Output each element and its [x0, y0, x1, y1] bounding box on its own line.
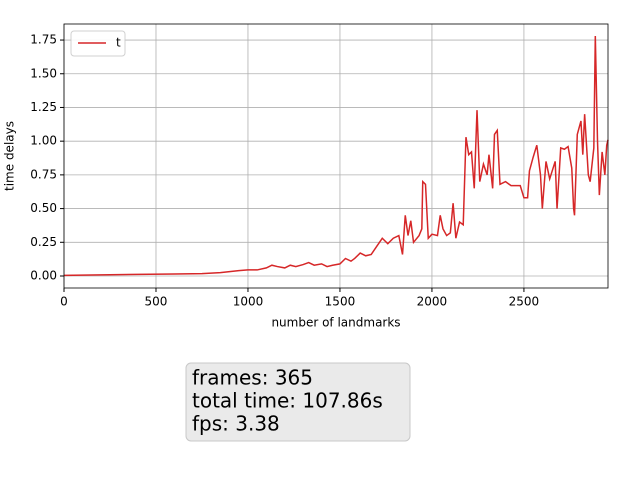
plot-frame	[63, 23, 609, 289]
y-tick-label: 1.00	[30, 134, 57, 148]
data-line	[63, 35, 609, 277]
legend-label: t	[116, 36, 121, 50]
y-tick-label: 1.50	[30, 66, 57, 80]
y-tick-label: 0.25	[30, 235, 57, 249]
y-axis-label: time delays	[3, 121, 17, 191]
info-text: frames: 365	[192, 366, 313, 390]
y-tick-label: 0.50	[30, 201, 57, 215]
y-tick-label: 0.00	[30, 269, 57, 283]
x-tick-label: 1500	[325, 295, 356, 309]
x-tick-label: 0	[60, 295, 68, 309]
x-tick-label: 2000	[417, 295, 448, 309]
x-axis-label: number of landmarks	[271, 316, 400, 330]
info-text: fps: 3.38	[192, 412, 280, 436]
x-tick-label: 1000	[233, 295, 264, 309]
y-tick-label: 0.75	[30, 167, 57, 181]
info-text: total time: 107.86s	[192, 389, 383, 413]
y-tick-label: 1.75	[30, 33, 57, 47]
info-box	[185, 362, 411, 442]
x-tick-label: 2500	[509, 295, 540, 309]
x-tick-label: 500	[145, 295, 168, 309]
y-tick-label: 1.25	[30, 100, 57, 114]
